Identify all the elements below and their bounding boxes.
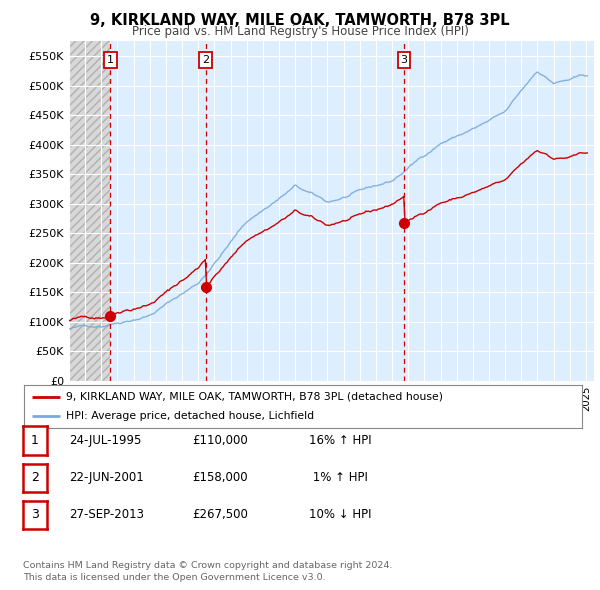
Text: 22-JUN-2001: 22-JUN-2001 [69, 471, 144, 484]
Text: 2: 2 [31, 471, 39, 484]
Text: 9, KIRKLAND WAY, MILE OAK, TAMWORTH, B78 3PL (detached house): 9, KIRKLAND WAY, MILE OAK, TAMWORTH, B78… [66, 392, 443, 402]
Text: 3: 3 [31, 509, 39, 522]
Text: 16% ↑ HPI: 16% ↑ HPI [309, 434, 371, 447]
Text: 10% ↓ HPI: 10% ↓ HPI [309, 509, 371, 522]
Text: 1% ↑ HPI: 1% ↑ HPI [309, 471, 368, 484]
Text: £267,500: £267,500 [192, 509, 248, 522]
Text: £158,000: £158,000 [192, 471, 248, 484]
Text: £110,000: £110,000 [192, 434, 248, 447]
Text: 3: 3 [401, 55, 407, 65]
Text: 9, KIRKLAND WAY, MILE OAK, TAMWORTH, B78 3PL: 9, KIRKLAND WAY, MILE OAK, TAMWORTH, B78… [90, 13, 510, 28]
Text: 1: 1 [107, 55, 114, 65]
Text: 1: 1 [31, 434, 39, 447]
Text: Contains HM Land Registry data © Crown copyright and database right 2024.
This d: Contains HM Land Registry data © Crown c… [23, 561, 392, 582]
Text: 24-JUL-1995: 24-JUL-1995 [69, 434, 142, 447]
Text: Price paid vs. HM Land Registry's House Price Index (HPI): Price paid vs. HM Land Registry's House … [131, 25, 469, 38]
Text: HPI: Average price, detached house, Lichfield: HPI: Average price, detached house, Lich… [66, 411, 314, 421]
Text: 2: 2 [202, 55, 209, 65]
Text: 27-SEP-2013: 27-SEP-2013 [69, 509, 144, 522]
Bar [69, 41, 110, 381]
